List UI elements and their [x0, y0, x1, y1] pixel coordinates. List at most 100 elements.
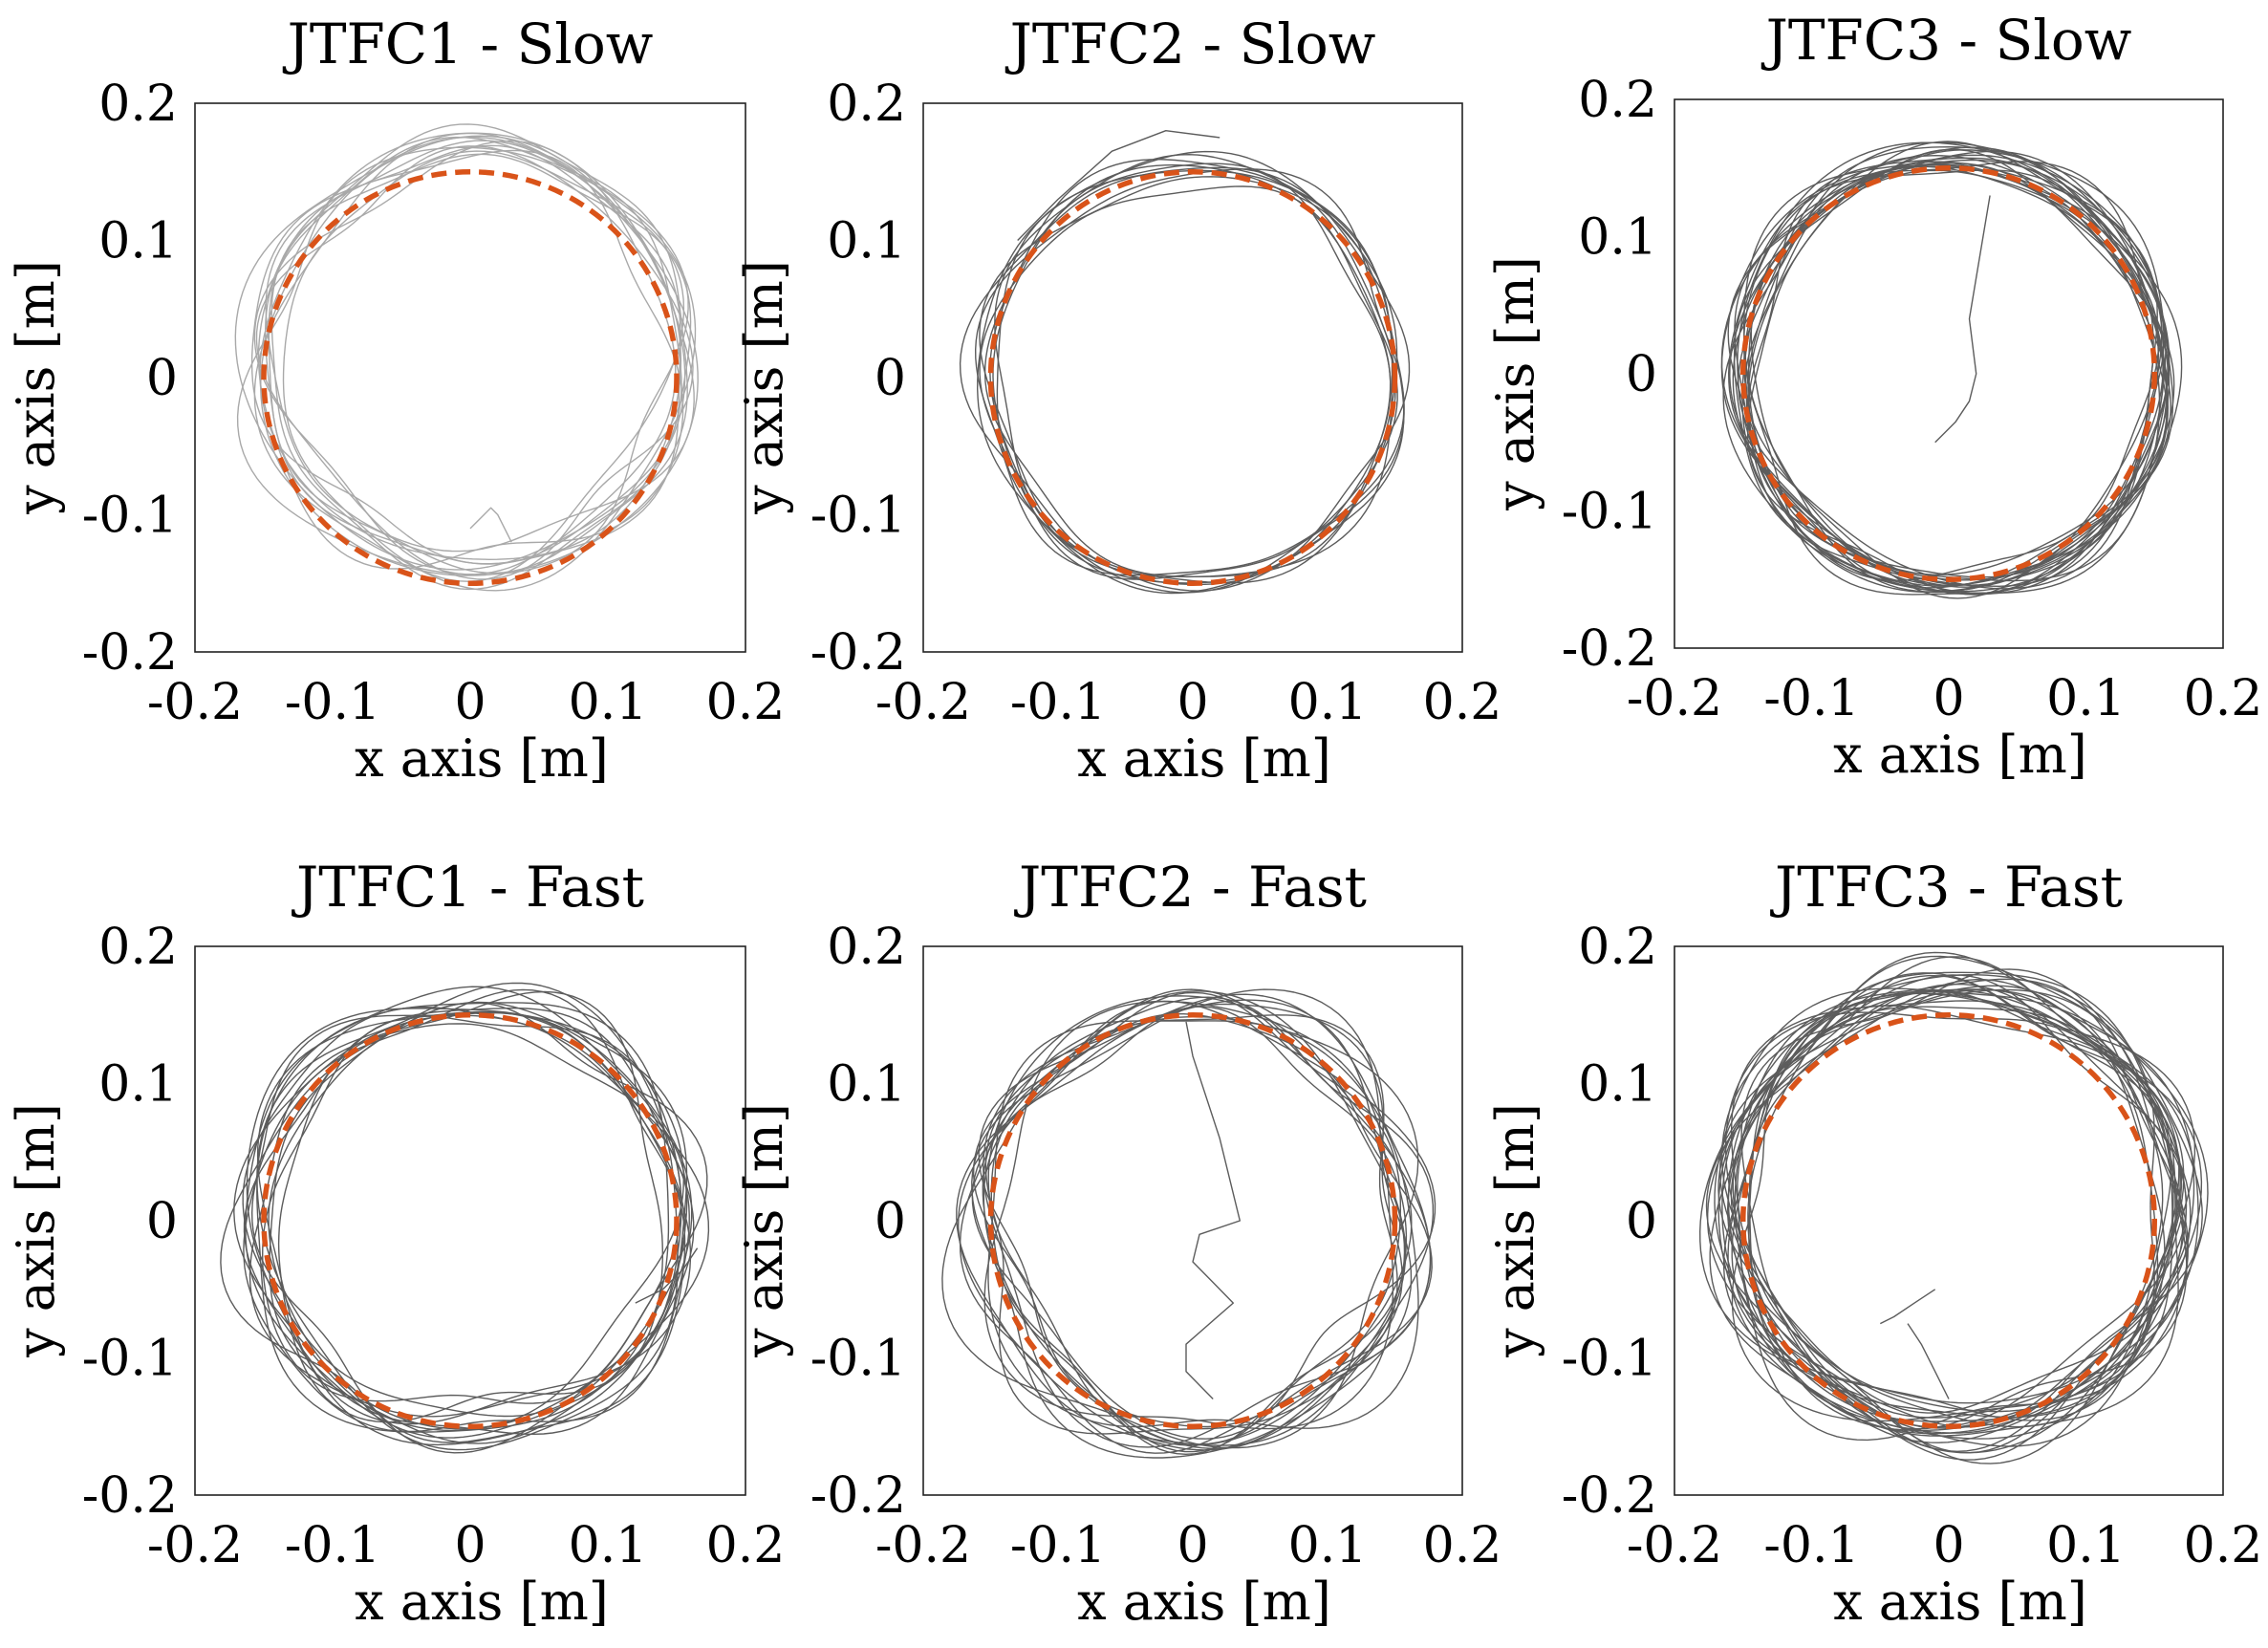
- panel-jtfc1-fast: JTFC1 - Fast x axis [m] y axis [m] -0.2 …: [6, 855, 785, 1632]
- x-tick-label: -0.1: [285, 1517, 380, 1574]
- y-axis-label: y axis [m]: [734, 260, 794, 515]
- reference-circle: [987, 169, 1398, 586]
- trajectory-line: [1730, 971, 2178, 1447]
- y-tick-label: 0.1: [827, 1056, 906, 1114]
- y-tick-label: 0: [1626, 346, 1657, 403]
- trajectory-line: [984, 1014, 1398, 1435]
- trajectory-line: [268, 1011, 684, 1430]
- panel-jtfc2-slow: JTFC2 - Slow x axis [m] y axis [m] -0.2 …: [734, 11, 1501, 789]
- y-tick-label: -0.2: [1562, 1467, 1657, 1525]
- x-tick-label: -0.1: [1763, 670, 1859, 727]
- x-tick-label: 0.2: [1423, 674, 1502, 731]
- x-tick-label: 0.2: [2184, 670, 2263, 727]
- y-tick-label: -0.2: [810, 1467, 906, 1525]
- trajectory-line: [1734, 149, 2174, 592]
- start-path-line: [1017, 130, 1220, 241]
- y-tick-label: 0.2: [98, 919, 178, 976]
- x-tick-label: 0.2: [706, 674, 786, 731]
- trajectory-line: [1747, 161, 2163, 586]
- reference-circle: [1740, 165, 2157, 582]
- x-axis-label: x axis [m]: [355, 728, 609, 789]
- x-tick-label: 0.1: [2046, 670, 2126, 727]
- y-axis-label: y axis [m]: [734, 1103, 794, 1358]
- y-tick-label: 0.1: [1578, 209, 1657, 267]
- x-tick-label: -0.2: [1627, 670, 1722, 727]
- start-path-group: [1185, 1021, 1241, 1399]
- plot-frame: [1674, 945, 2224, 1496]
- trajectory-line: [1714, 987, 2209, 1422]
- x-tick-label: 0.1: [569, 1517, 648, 1574]
- y-axis-label: y axis [m]: [6, 1103, 66, 1358]
- x-tick-label: 0.1: [1288, 1517, 1368, 1574]
- y-tick-label: -0.1: [82, 488, 178, 545]
- y-tick-label: 0.2: [1578, 919, 1657, 976]
- y-tick-label: 0: [875, 350, 906, 407]
- trajectory-line: [269, 1001, 688, 1444]
- y-tick-label: 0.1: [1578, 1056, 1657, 1114]
- trajectory-line: [234, 135, 686, 571]
- x-tick-label: -0.1: [1010, 1517, 1106, 1574]
- panel-jtfc3-fast: JTFC3 - Fast x axis [m] y axis [m] -0.2 …: [1485, 855, 2262, 1632]
- x-tick-label: 0: [1177, 674, 1208, 731]
- y-tick-label: -0.1: [810, 488, 906, 545]
- reference-circle: [261, 169, 680, 586]
- y-tick-label: 0: [1626, 1193, 1657, 1250]
- x-tick-label: -0.2: [147, 674, 243, 731]
- start-path-group: [469, 507, 512, 543]
- trajectory-line: [1741, 159, 2167, 594]
- y-tick-label: 0.2: [1578, 72, 1657, 129]
- trajectory-line: [1724, 1011, 2159, 1419]
- panel-jtfc3-slow: JTFC3 - Slow x axis [m] y axis [m] -0.2 …: [1485, 8, 2262, 785]
- subplot-title: JTFC1 - Fast: [292, 855, 644, 920]
- y-axis-label: y axis [m]: [1485, 1103, 1545, 1358]
- y-tick-label: 0.1: [827, 213, 906, 271]
- y-tick-label: -0.1: [82, 1331, 178, 1388]
- reference-group: [261, 169, 680, 586]
- y-tick-label: -0.2: [1562, 620, 1657, 678]
- x-tick-label: -0.2: [875, 674, 971, 731]
- trajectory-line: [983, 1006, 1408, 1455]
- trajectory-line: [1705, 983, 2188, 1428]
- trajectory-group: [1699, 951, 2209, 1464]
- trajectory-line: [996, 169, 1393, 578]
- y-tick-label: 0.2: [98, 76, 178, 133]
- trajectory-line: [972, 1012, 1433, 1428]
- reference-circle: [261, 1012, 680, 1429]
- subplot-title: JTFC2 - Fast: [1014, 855, 1367, 920]
- y-tick-label: 0.2: [827, 76, 906, 133]
- x-tick-label: -0.2: [147, 1517, 243, 1574]
- trajectory-line: [941, 1016, 1419, 1449]
- y-tick-label: -0.2: [82, 624, 178, 682]
- trajectory-line: [248, 1023, 688, 1418]
- x-axis-label: x axis [m]: [1077, 728, 1331, 789]
- start-path-line: [1879, 1289, 1936, 1325]
- x-tick-label: 0: [1933, 1517, 1964, 1574]
- start-path-line: [635, 1247, 699, 1304]
- reference-group: [1740, 165, 2157, 582]
- start-path-group: [635, 1247, 699, 1304]
- x-tick-label: 0: [1177, 1517, 1208, 1574]
- y-tick-label: 0: [875, 1193, 906, 1250]
- trajectory-line: [975, 168, 1405, 576]
- x-tick-label: 0.1: [2046, 1517, 2126, 1574]
- reference-group: [987, 1012, 1398, 1429]
- subplot-title: JTFC2 - Slow: [1005, 11, 1376, 76]
- x-tick-label: 0.2: [706, 1517, 786, 1574]
- trajectory-line: [268, 123, 688, 575]
- x-tick-label: -0.1: [285, 674, 380, 731]
- y-tick-label: -0.1: [1562, 1331, 1657, 1388]
- trajectory-line: [251, 988, 686, 1443]
- trajectory-line: [1747, 972, 2181, 1464]
- panel-jtfc2-fast: JTFC2 - Fast x axis [m] y axis [m] -0.2 …: [734, 855, 1501, 1632]
- y-tick-label: 0.1: [98, 213, 178, 271]
- trajectory-line: [983, 1000, 1394, 1430]
- reference-circle: [987, 1012, 1398, 1429]
- x-tick-label: 0: [1933, 670, 1964, 727]
- plot-frame: [922, 945, 1463, 1496]
- trajectory-line: [253, 140, 677, 575]
- start-path-line: [1185, 1021, 1241, 1399]
- x-tick-label: -0.2: [1627, 1517, 1722, 1574]
- plot-frame: [1674, 98, 2224, 649]
- trajectory-line: [246, 1008, 693, 1446]
